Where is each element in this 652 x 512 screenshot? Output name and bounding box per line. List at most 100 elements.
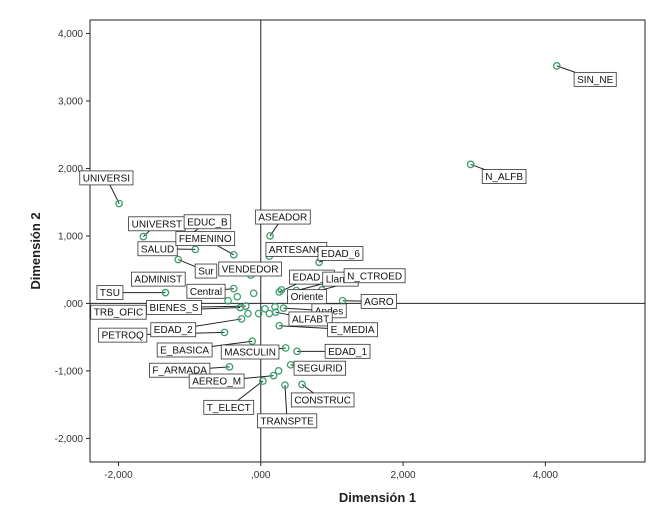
point-label-box xyxy=(186,283,226,299)
point-label: EDAD_1 xyxy=(324,343,371,359)
point-label-box xyxy=(220,344,280,360)
point-label: SIN_NE xyxy=(573,71,617,87)
data-point xyxy=(293,347,301,356)
plot-frame xyxy=(89,19,646,463)
point-label-text: TRB_OFIC xyxy=(94,308,143,319)
point-label-box xyxy=(98,327,148,343)
data-point xyxy=(225,363,234,371)
point-label: UNIVERST xyxy=(128,216,186,232)
y-tick-label: ,000 xyxy=(64,299,84,310)
point-label: TSU xyxy=(96,285,124,301)
point-label: TRANSPTE xyxy=(257,413,318,429)
data-point xyxy=(275,288,284,296)
data-point xyxy=(174,255,183,264)
point-label-text: TRANSPTE xyxy=(260,416,314,427)
point-label-box xyxy=(218,261,282,277)
data-point xyxy=(237,315,246,323)
point-label: AEREO_M xyxy=(188,373,245,389)
data-point xyxy=(229,250,238,259)
point-label-box xyxy=(293,360,347,376)
point-label-box xyxy=(360,293,398,309)
point-label-box xyxy=(79,170,134,186)
point-label: EDAD_2 xyxy=(150,322,197,338)
point-label: EDUC_B xyxy=(183,214,232,230)
point-label-box xyxy=(287,289,327,305)
data-point xyxy=(236,303,244,312)
point-label-box xyxy=(131,271,186,287)
data-point xyxy=(298,380,306,389)
point-label-box xyxy=(343,268,406,284)
point-label: CONSTRUC xyxy=(290,392,355,408)
point-label-text: CONSTRUC xyxy=(294,395,351,406)
point-label-text: UNIVERSI xyxy=(83,173,130,184)
point-label: MASCULIN xyxy=(220,344,280,360)
x-tick-label: ,000 xyxy=(251,470,271,481)
point-label-text: Oriente xyxy=(291,292,324,303)
data-point xyxy=(229,284,238,293)
data-point xyxy=(271,302,279,311)
point-label-text: AGRO xyxy=(364,297,394,308)
point-label-text: SALUD xyxy=(141,244,174,255)
point-label-box xyxy=(203,399,255,415)
data-point xyxy=(224,296,232,305)
point-label-text: MASCULIN xyxy=(224,348,276,359)
y-tick-label: 2,000 xyxy=(58,164,83,175)
data-point xyxy=(281,381,289,389)
point-label-text: EDAD_2 xyxy=(154,325,193,336)
y-tick-label: 1,000 xyxy=(58,231,83,242)
x-tick-label: 2,000 xyxy=(391,470,416,481)
point-label-text: UNIVERST xyxy=(132,219,183,230)
point-label: Central xyxy=(186,283,226,299)
y-tick-label: -1,000 xyxy=(55,366,84,377)
point-label-text: VENDEDOR xyxy=(222,265,279,276)
point-label-text: AEREO_M xyxy=(192,377,241,388)
point-label-text: ARTESANO xyxy=(269,245,324,256)
point-label-box xyxy=(175,231,236,247)
data-point xyxy=(254,309,263,318)
data-point xyxy=(269,371,278,380)
point-label: SEGURID xyxy=(293,360,347,376)
point-label-text: BIENES_S xyxy=(150,303,199,314)
point-label-text: Llanos xyxy=(326,275,355,286)
point-label-box xyxy=(573,71,617,87)
point-label-text: PETROQ xyxy=(102,331,144,342)
y-tick-label: -2,000 xyxy=(55,434,84,445)
point-label-box xyxy=(481,169,527,184)
point-label: N_ALFB xyxy=(481,169,527,184)
point-label-box xyxy=(290,392,355,408)
point-label-text: EDUC_B xyxy=(187,217,228,228)
point-label: ASEADOR xyxy=(254,209,311,225)
point-label-box xyxy=(150,322,197,338)
point-label-text: TSU xyxy=(100,288,120,299)
data-point xyxy=(259,377,267,385)
point-label-text: ADMINIST xyxy=(134,275,182,286)
point-label: T_ELECT xyxy=(203,399,255,415)
point-label: E_MEDIA xyxy=(327,322,378,338)
data-point xyxy=(115,199,124,208)
data-point xyxy=(275,321,284,330)
point-label: UNIVERSI xyxy=(79,170,134,186)
point-label-text: E_BASICA xyxy=(160,345,209,356)
point-label: VENDEDOR xyxy=(218,261,282,277)
point-label: AGRO xyxy=(360,293,398,309)
point-label: E_BASICA xyxy=(156,342,213,358)
point-label: EDAD_6 xyxy=(317,246,364,261)
point-label-text: N_CTROED xyxy=(347,271,402,282)
point-label-box xyxy=(137,241,178,257)
point-label-text: T_ELECT xyxy=(207,403,251,414)
data-point xyxy=(244,309,252,318)
x-tick-label: 4,000 xyxy=(533,470,558,481)
point-label-box xyxy=(188,373,245,389)
y-axis-title: Dimensión 2 xyxy=(28,212,43,289)
data-point xyxy=(191,245,200,254)
point-labels: SIN_NE N_ALFB UNIVERSI UNIVERST EDUC_B ASEADO… xyxy=(79,71,617,429)
point-label-text: SEGURID xyxy=(297,364,343,375)
data-point xyxy=(249,289,258,298)
point-label-box xyxy=(254,209,311,225)
point-label-box xyxy=(183,214,232,230)
point-label-box xyxy=(288,311,333,327)
point-label-text: FEMENINO xyxy=(179,234,232,245)
point-label: N_CTROED xyxy=(343,268,406,284)
point-label: TRB_OFIC xyxy=(90,304,147,320)
